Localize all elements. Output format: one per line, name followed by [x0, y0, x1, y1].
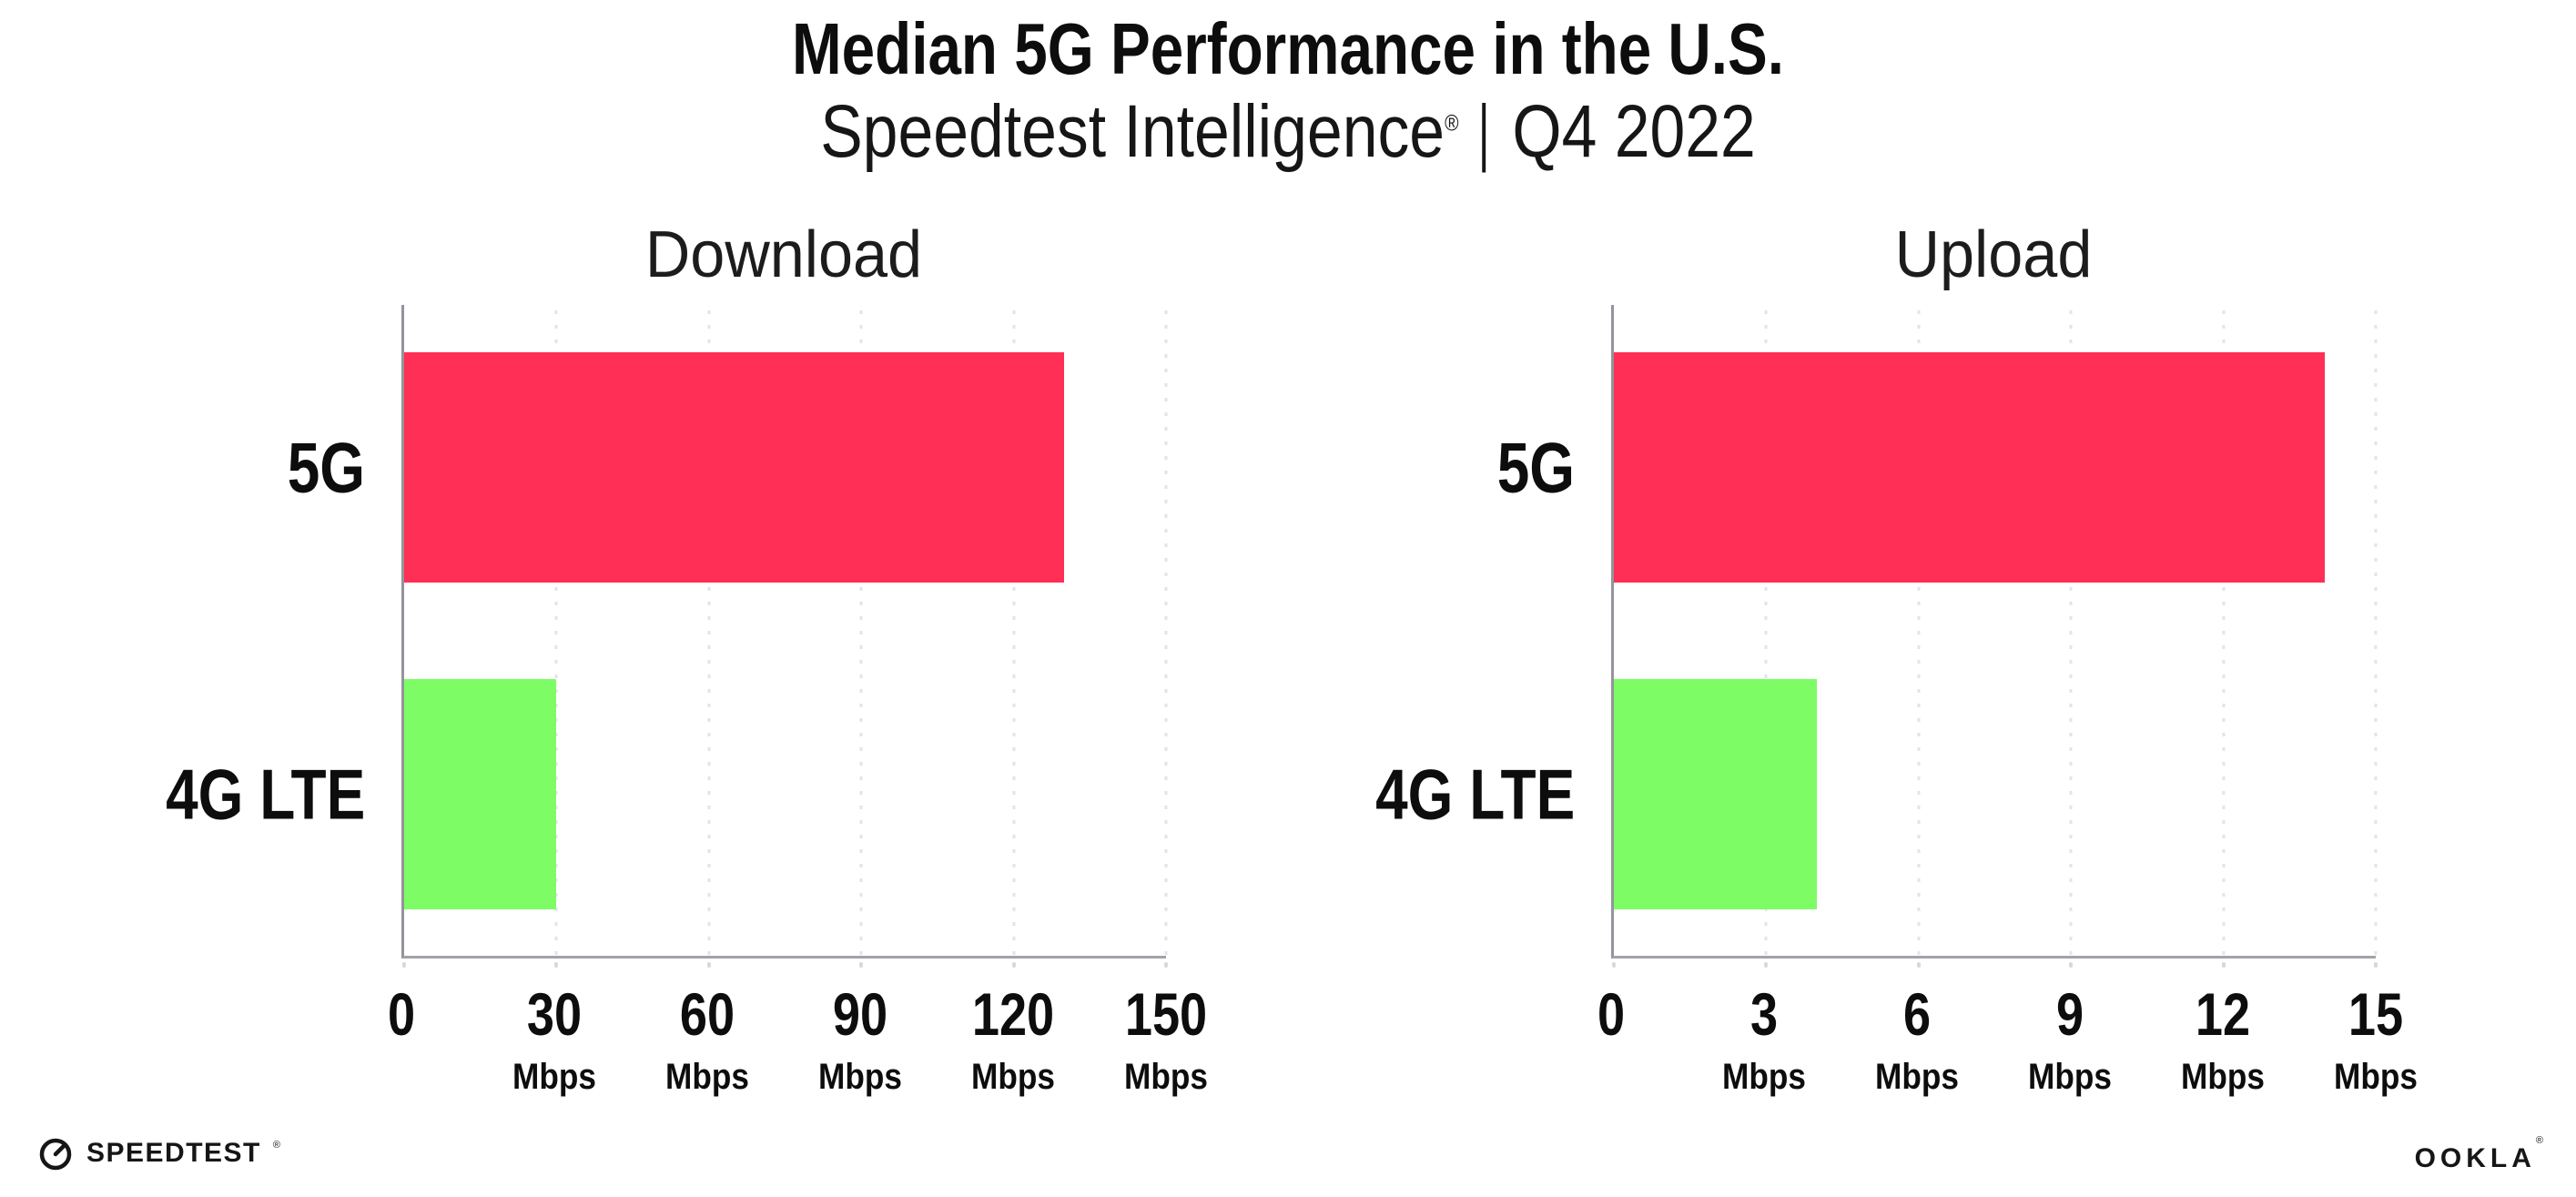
upload-category-label-4g-lte: 4G LTE: [1374, 754, 1575, 835]
x-tick-label-15: 15 Mbps: [2328, 984, 2423, 1095]
subtitle-brand: Speedtest Intelligence: [820, 90, 1445, 173]
x-tick-value: 6: [1902, 980, 1932, 1048]
x-tick-unit: Mbps: [1124, 1057, 1208, 1097]
subtitle-divider: |: [1477, 90, 1490, 173]
axis-tick-mark: [554, 962, 559, 968]
gridline-30-mbps: [554, 310, 558, 956]
upload-x-axis-labels: 0 3 Mbps 6 Mbps 9 Mbps 12 Mbps 15 Mbps: [1597, 959, 2418, 1104]
x-tick-value: 60: [679, 980, 735, 1048]
axis-tick-mark: [1164, 962, 1168, 968]
axis-tick-mark: [402, 962, 406, 968]
speedtest-registered-mark-icon: ®: [272, 1140, 280, 1151]
gridline-12-mbps: [2222, 310, 2226, 956]
x-tick-value: 3: [1749, 980, 1779, 1048]
registered-trademark-icon: ®: [1445, 111, 1459, 137]
download-category-label-4g-lte: 4G LTE: [165, 754, 365, 835]
x-tick-label-120: 120 Mbps: [963, 984, 1063, 1095]
x-tick-unit: Mbps: [818, 1057, 902, 1097]
x-tick-unit: Mbps: [512, 1057, 596, 1097]
axis-tick-mark: [1011, 962, 1016, 968]
ookla-logo: OOKLA ®: [2414, 1135, 2543, 1174]
gridline-6-mbps: [1917, 310, 1921, 956]
x-tick-label-60: 60 Mbps: [660, 984, 755, 1095]
page-title: Median 5G Performance in the U.S.: [792, 8, 1784, 89]
x-tick-label-90: 90 Mbps: [813, 984, 908, 1095]
gridline-150-mbps: [1164, 310, 1168, 956]
bar-5g-download: [404, 352, 1065, 583]
gridline-60-mbps: [707, 310, 711, 956]
gridline-90-mbps: [859, 310, 863, 956]
x-tick-unit: Mbps: [665, 1057, 749, 1097]
x-tick-unit: Mbps: [2334, 1057, 2418, 1097]
bar-4g-lte-upload: [1614, 679, 1818, 909]
x-tick-value: 0: [387, 980, 416, 1048]
speedtest-logo: SPEEDTEST ®: [36, 1134, 280, 1172]
page-subtitle: Speedtest Intelligence® | Q4 2022: [820, 90, 1756, 173]
x-tick-value: 12: [2195, 980, 2251, 1048]
upload-chart: Upload 5G 4G LTE 0 3 Mbps 6 Mbps 9 Mbps 12 Mbps 1…: [1375, 218, 2418, 1095]
axis-tick-mark: [1612, 962, 1616, 968]
x-tick-value: 0: [1597, 980, 1626, 1048]
x-tick-label-3: 3 Mbps: [1717, 984, 1811, 1095]
gridline-15-mbps: [2374, 310, 2378, 956]
x-tick-label-9: 9 Mbps: [2023, 984, 2117, 1095]
x-tick-unit: Mbps: [2181, 1057, 2265, 1097]
bar-5g-upload: [1614, 352, 2326, 583]
download-chart-title: Download: [644, 218, 923, 291]
download-plot-area: [401, 305, 1168, 968]
x-tick-value: 120: [971, 980, 1055, 1048]
x-tick-value: 9: [2055, 980, 2084, 1048]
x-tick-unit: Mbps: [1722, 1057, 1806, 1097]
download-category-label-5g: 5G: [287, 427, 365, 508]
axis-tick-mark: [706, 962, 711, 968]
axis-tick-mark: [2374, 962, 2378, 968]
x-tick-label-150: 150 Mbps: [1116, 984, 1216, 1095]
x-tick-label-6: 6 Mbps: [1870, 984, 1964, 1095]
speedtest-gauge-icon: [39, 1138, 72, 1171]
x-tick-value: 90: [832, 980, 888, 1048]
download-chart: Download 5G 4G LTE 0 30 Mbps 60 Mbps 90 Mbps 12…: [166, 218, 1208, 1095]
axis-tick-mark: [859, 962, 864, 968]
bar-4g-lte-download: [404, 679, 557, 909]
x-tick-label-30: 30 Mbps: [507, 984, 602, 1095]
upload-category-label-5g: 5G: [1496, 427, 1575, 508]
x-tick-value: 150: [1124, 980, 1208, 1048]
gridline-120-mbps: [1012, 310, 1016, 956]
axis-tick-mark: [1916, 962, 1921, 968]
x-tick-value: 15: [2348, 980, 2404, 1048]
speedtest-wordmark: SPEEDTEST: [86, 1138, 261, 1168]
gridline-3-mbps: [1764, 310, 1768, 956]
axis-tick-mark: [2221, 962, 2226, 968]
axis-tick-mark: [2069, 962, 2074, 968]
x-tick-unit: Mbps: [2028, 1057, 2112, 1097]
x-tick-label-0: 0: [385, 984, 419, 1044]
subtitle-period: Q4 2022: [1512, 90, 1756, 173]
download-x-axis-labels: 0 30 Mbps 60 Mbps 90 Mbps 120 Mbps 150 Mbps: [388, 959, 1208, 1104]
x-tick-unit: Mbps: [1875, 1057, 1959, 1097]
upload-plot-area: [1611, 305, 2378, 968]
gridline-9-mbps: [2069, 310, 2073, 956]
x-tick-label-12: 12 Mbps: [2175, 984, 2270, 1095]
x-tick-unit: Mbps: [971, 1057, 1055, 1097]
ookla-registered-mark-icon: ®: [2535, 1135, 2543, 1146]
axis-tick-mark: [1764, 962, 1769, 968]
x-tick-value: 30: [526, 980, 583, 1048]
x-tick-label-0: 0: [1595, 984, 1628, 1044]
ookla-wordmark: OOKLA: [2414, 1143, 2536, 1173]
upload-chart-title: Upload: [1894, 218, 2093, 291]
